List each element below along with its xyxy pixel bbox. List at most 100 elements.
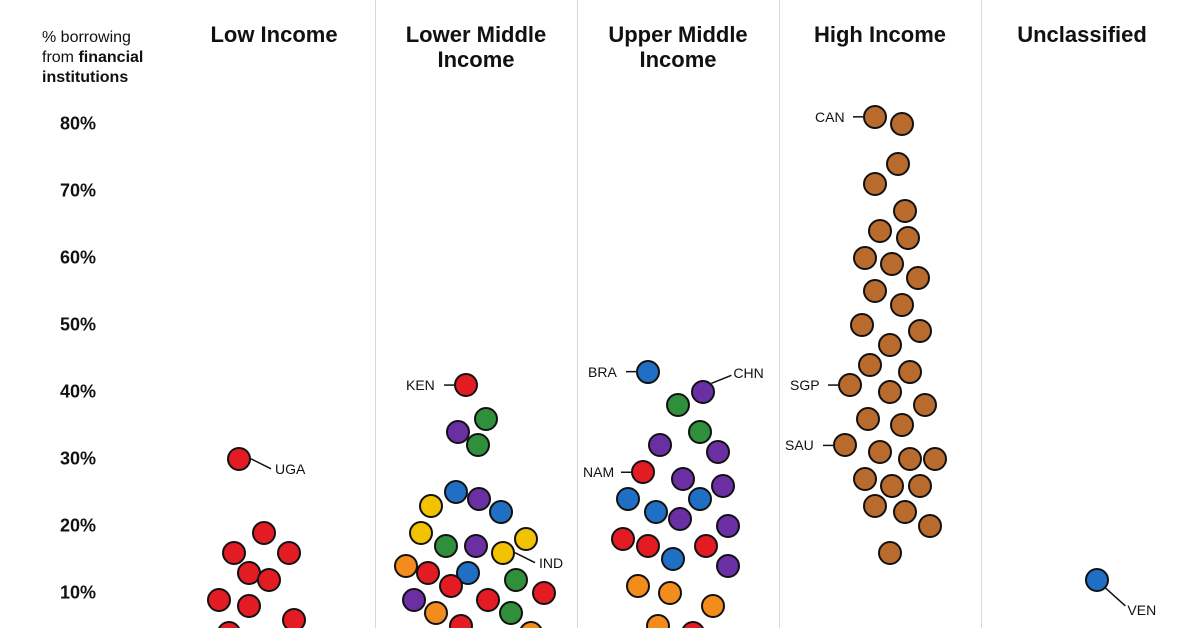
y-axis-tick: 20% — [60, 515, 96, 536]
data-point-label: VEN — [1127, 602, 1156, 618]
data-point — [868, 219, 892, 243]
data-point — [896, 226, 920, 250]
data-point — [409, 521, 433, 545]
data-point — [893, 500, 917, 524]
data-point — [514, 527, 538, 551]
data-point-label: CHN — [733, 365, 763, 381]
data-point — [499, 601, 523, 625]
data-point — [666, 393, 690, 417]
data-point — [908, 319, 932, 343]
data-point — [893, 199, 917, 223]
y-axis-tick: 30% — [60, 448, 96, 469]
data-point-label: NAM — [583, 464, 614, 480]
data-point — [467, 487, 491, 511]
column-divider — [981, 0, 982, 628]
data-point-label: BRA — [588, 364, 617, 380]
data-point — [1085, 568, 1109, 592]
callout-lines — [0, 0, 1200, 628]
data-point — [863, 172, 887, 196]
data-point — [636, 534, 660, 558]
data-point — [668, 507, 692, 531]
data-point — [631, 460, 655, 484]
data-point — [856, 407, 880, 431]
data-point — [681, 621, 705, 628]
y-axis-tick: 60% — [60, 247, 96, 268]
data-point — [449, 614, 473, 628]
y-axis-title: % borrowing from financial institutions — [42, 28, 143, 88]
data-point — [636, 360, 660, 384]
data-point — [434, 534, 458, 558]
data-point — [913, 393, 937, 417]
data-point — [489, 500, 513, 524]
data-point — [611, 527, 635, 551]
data-point — [880, 474, 904, 498]
data-point — [838, 373, 862, 397]
data-point — [419, 494, 443, 518]
data-point — [853, 467, 877, 491]
data-point — [519, 621, 543, 628]
y-axis-tick: 40% — [60, 381, 96, 402]
column-title: High Income — [814, 22, 946, 47]
data-point — [880, 252, 904, 276]
data-point — [207, 588, 231, 612]
data-point — [890, 112, 914, 136]
data-point — [658, 581, 682, 605]
column-divider — [779, 0, 780, 628]
y-axis-tick: 70% — [60, 180, 96, 201]
data-point — [646, 614, 670, 628]
y-axis-title-line3: institutions — [42, 69, 128, 86]
column-title: Unclassified — [1017, 22, 1147, 47]
data-point — [252, 521, 276, 545]
data-point — [671, 467, 695, 491]
data-point — [491, 541, 515, 565]
data-point — [504, 568, 528, 592]
data-point — [833, 433, 857, 457]
data-point — [908, 474, 932, 498]
data-point — [474, 407, 498, 431]
data-point — [644, 500, 668, 524]
y-axis-title-line2-bold: financial — [78, 49, 143, 66]
data-point — [878, 541, 902, 565]
data-point — [868, 440, 892, 464]
y-axis-tick: 80% — [60, 113, 96, 134]
data-point — [711, 474, 735, 498]
column-divider — [577, 0, 578, 628]
data-point-label: SGP — [790, 377, 820, 393]
data-point-label: KEN — [406, 377, 435, 393]
data-point — [476, 588, 500, 612]
data-point — [878, 380, 902, 404]
data-point — [886, 152, 910, 176]
data-point — [863, 105, 887, 129]
data-point — [850, 313, 874, 337]
data-point — [863, 279, 887, 303]
data-point — [237, 594, 261, 618]
data-point-label: IND — [539, 555, 563, 571]
data-point — [878, 333, 902, 357]
data-point — [416, 561, 440, 585]
data-point — [217, 621, 241, 628]
data-point — [890, 293, 914, 317]
data-point — [701, 594, 725, 618]
data-point — [444, 480, 468, 504]
column-divider — [375, 0, 376, 628]
column-title: Low Income — [210, 22, 337, 47]
data-point — [424, 601, 448, 625]
data-point — [906, 266, 930, 290]
data-point — [661, 547, 685, 571]
data-point — [716, 554, 740, 578]
data-point — [923, 447, 947, 471]
data-point-label: SAU — [785, 437, 814, 453]
data-point — [277, 541, 301, 565]
data-point — [691, 380, 715, 404]
data-point — [890, 413, 914, 437]
data-point — [694, 534, 718, 558]
column-title: Lower Middle Income — [406, 22, 547, 73]
data-point — [863, 494, 887, 518]
data-point — [464, 534, 488, 558]
data-point — [532, 581, 556, 605]
data-point — [439, 574, 463, 598]
data-point-label: UGA — [275, 461, 305, 477]
y-axis-tick: 10% — [60, 582, 96, 603]
data-point — [402, 588, 426, 612]
data-point — [898, 447, 922, 471]
